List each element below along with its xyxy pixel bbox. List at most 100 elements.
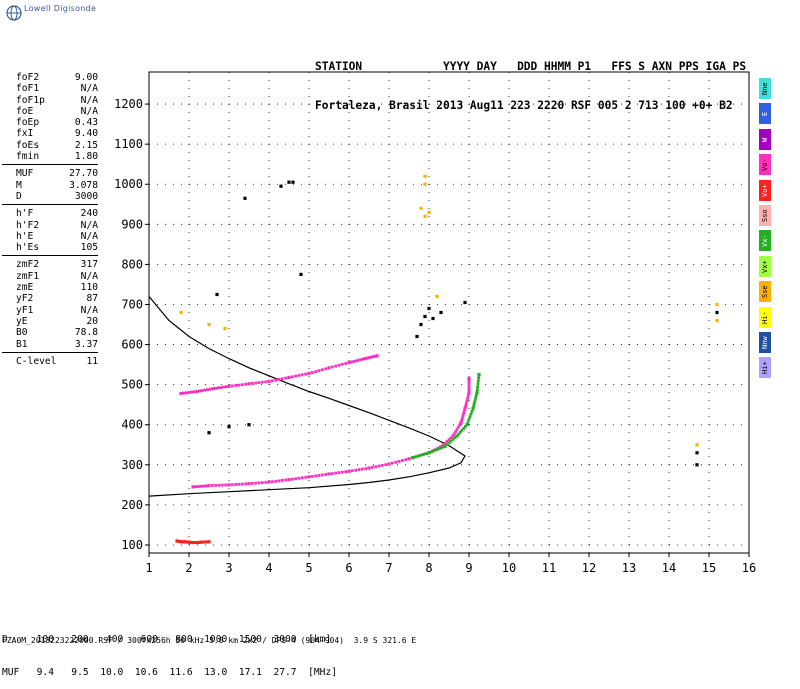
- trace-point: [208, 387, 212, 391]
- trace-point: [307, 475, 311, 479]
- trace-point: [257, 481, 261, 485]
- trace-point: [457, 432, 461, 436]
- param-separator: [2, 204, 98, 206]
- y-tick-label: 1100: [114, 137, 143, 151]
- trace-point: [476, 379, 480, 382]
- trace-point: [237, 482, 241, 486]
- trace-point: [423, 174, 427, 178]
- trace-point: [695, 451, 699, 455]
- param-row: h'E N/A: [2, 231, 98, 242]
- file-footer: FZA0M_2013223222000.RSF / 300fx256h 50 k…: [2, 636, 417, 645]
- trace-point: [456, 425, 460, 429]
- trace-point: [422, 453, 426, 456]
- trace-point: [460, 428, 464, 432]
- trace-point: [217, 483, 221, 487]
- trace-point: [340, 470, 344, 474]
- param-row: h'Es 105: [2, 242, 98, 253]
- series-group: [179, 354, 379, 396]
- trace-point: [438, 447, 442, 450]
- x-tick-label: 1: [145, 561, 152, 575]
- trace-point: [466, 393, 470, 397]
- trace-point: [462, 409, 466, 413]
- series-group: [191, 377, 471, 489]
- trace-point: [367, 466, 371, 470]
- trace-point: [340, 362, 344, 366]
- trace-point: [207, 431, 211, 435]
- trace-point: [474, 393, 478, 397]
- param-value: 9.40: [74, 128, 98, 140]
- trace-point: [320, 368, 324, 372]
- trace-point: [179, 310, 183, 315]
- profile-curve: [148, 296, 466, 497]
- trace-point: [290, 375, 294, 379]
- trace-point: [387, 462, 391, 466]
- trace-point: [715, 310, 719, 315]
- x-tick-label: 4: [265, 561, 272, 575]
- param-name: foEs: [16, 139, 40, 151]
- trace-point: [472, 402, 476, 405]
- trace-point: [404, 458, 408, 462]
- trace-point: [324, 367, 328, 371]
- trace-point: [430, 450, 434, 454]
- trace-point: [203, 388, 207, 392]
- trace-point: [354, 468, 358, 472]
- trace-point: [363, 357, 367, 361]
- legend-item: Sso: [759, 205, 771, 226]
- param-row: zmF2 317: [2, 259, 98, 270]
- trace-point: [427, 451, 431, 455]
- param-row: fmin 1.80: [2, 151, 98, 162]
- y-tick-label: 400: [121, 418, 143, 432]
- trace-point: [466, 420, 470, 424]
- trace-point: [270, 379, 274, 383]
- trace-point: [431, 316, 435, 321]
- param-row: fxI 9.40: [2, 128, 98, 139]
- trace-point: [234, 384, 238, 387]
- y-tick-label: 200: [121, 498, 143, 512]
- trace-point: [227, 384, 231, 388]
- trace-point: [250, 482, 254, 485]
- trace-point: [327, 366, 331, 370]
- param-row: M 3.078: [2, 180, 98, 191]
- trace-point: [223, 326, 227, 331]
- trace-point: [460, 416, 464, 420]
- trace-point: [344, 470, 348, 474]
- trace-point: [695, 443, 699, 447]
- legend-item: Hi-: [759, 306, 771, 328]
- trace-point: [270, 480, 274, 484]
- trace-point: [310, 475, 314, 478]
- trace-point: [244, 382, 248, 386]
- trace-point: [243, 196, 247, 200]
- trace-point: [267, 480, 271, 484]
- param-name: foE: [16, 105, 34, 117]
- trace-point: [214, 484, 218, 487]
- trace-point: [330, 365, 334, 369]
- trace-point: [464, 404, 468, 408]
- trace-point: [458, 423, 462, 427]
- param-row: zmF1 N/A: [2, 271, 98, 282]
- points-layer: [175, 174, 719, 545]
- trace-point: [435, 448, 439, 451]
- trace-point: [367, 356, 371, 360]
- trace-point: [373, 354, 377, 358]
- trace-point: [207, 484, 211, 488]
- trace-point: [247, 423, 251, 427]
- trace-point: [475, 388, 479, 392]
- x-tick-label: 10: [502, 561, 516, 575]
- series-group: [411, 373, 481, 460]
- trace-point: [350, 469, 354, 473]
- param-value: 110: [80, 282, 98, 294]
- param-name: h'E: [16, 230, 34, 242]
- legend-item: Nnw: [759, 332, 771, 353]
- trace-point: [284, 478, 288, 482]
- param-value: 20: [86, 315, 98, 327]
- param-name: B1: [16, 338, 28, 350]
- trace-point: [467, 418, 471, 421]
- trace-point: [471, 407, 475, 411]
- x-tick-label: 2: [185, 561, 192, 575]
- trace-point: [190, 390, 194, 394]
- trace-point: [334, 471, 338, 475]
- trace-point: [466, 396, 470, 400]
- grid-layer: [149, 72, 749, 553]
- param-value: 27.70: [69, 168, 98, 180]
- trace-point: [347, 361, 351, 365]
